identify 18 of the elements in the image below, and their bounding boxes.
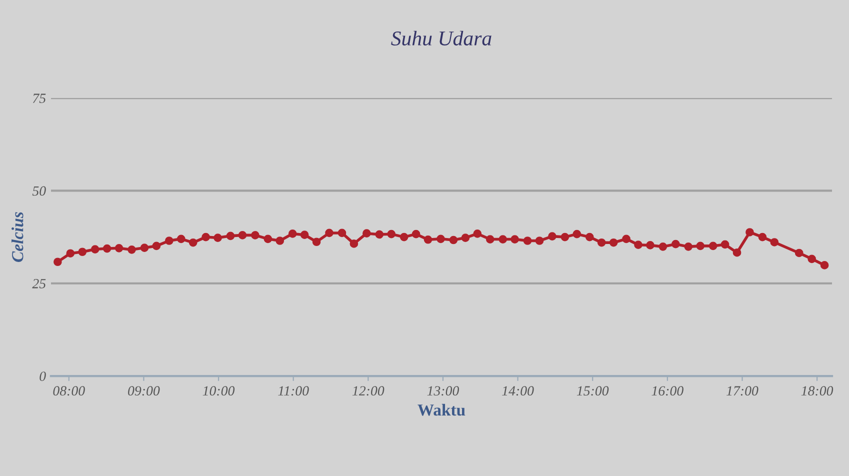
y-axis-title: Celcius [12,212,24,262]
x-tick-label: 08:00 [53,386,85,396]
x-axis-title: Waktu [418,404,466,416]
chart-title: Suhu Udara [391,30,492,46]
x-tick-label: 13:00 [427,386,459,396]
y-tick-label: 0 [40,372,46,381]
x-tick-label: 10:00 [202,386,235,396]
x-tick-label: 18:00 [801,386,834,396]
x-tick-label: 11:00 [278,386,309,396]
y-tick-label: 25 [32,279,46,288]
y-tick-label: 75 [33,94,46,104]
x-tick-label: 14:00 [502,386,534,396]
x-tick-label: 12:00 [352,386,384,396]
x-tick-label: 15:00 [576,386,609,396]
x-tick-label: 09:00 [128,386,160,396]
y-tick-label: 50 [32,186,46,196]
x-tick-label: 16:00 [652,386,684,396]
x-tick-label: 17:00 [726,386,758,396]
